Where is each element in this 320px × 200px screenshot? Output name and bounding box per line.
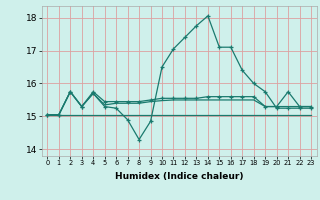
X-axis label: Humidex (Indice chaleur): Humidex (Indice chaleur)	[115, 172, 244, 181]
